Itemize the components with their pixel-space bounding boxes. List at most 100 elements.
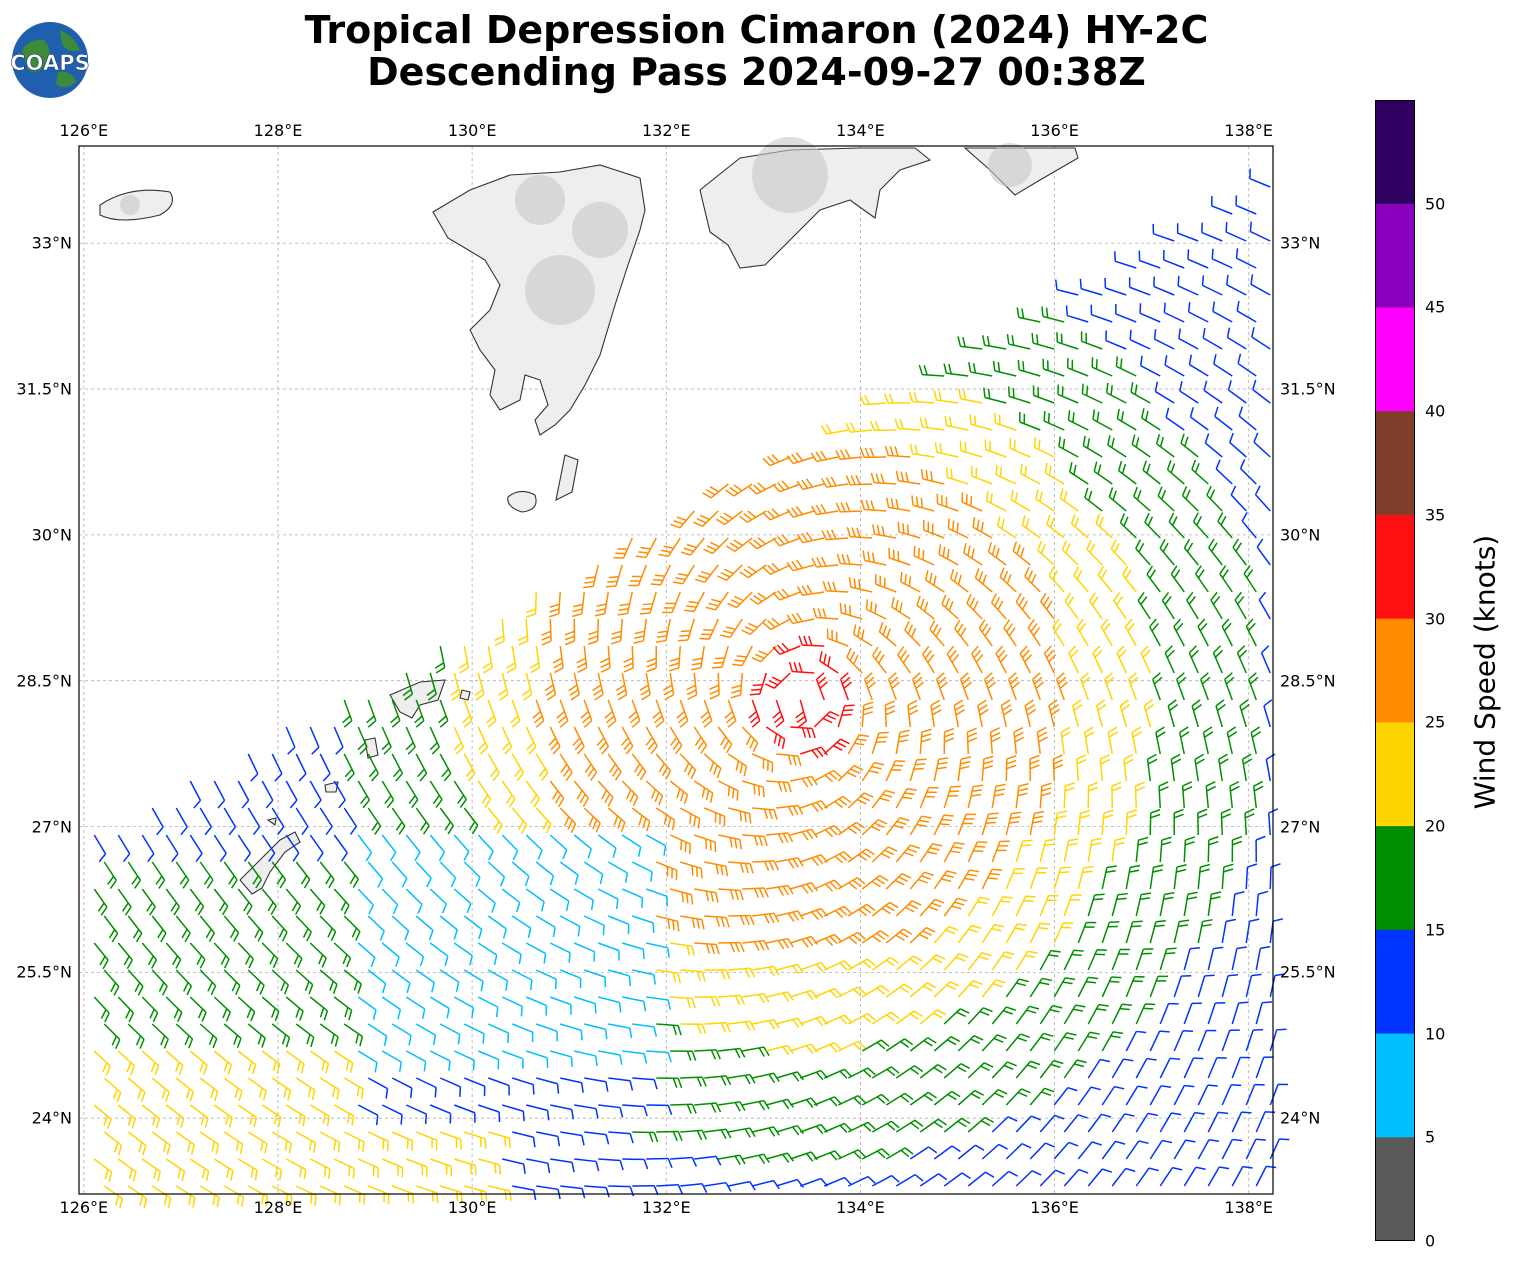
wind-barb [453, 726, 465, 755]
wind-barb [837, 986, 866, 998]
wind-barb [693, 510, 719, 527]
wind-barb [478, 1104, 501, 1123]
wind-barb [1155, 726, 1166, 755]
wind-barb [694, 564, 719, 584]
wind-barb [333, 1050, 354, 1073]
wind-barb [650, 564, 671, 586]
wind-barb [574, 1158, 600, 1172]
wind-barb [93, 942, 109, 970]
wind-barb [742, 780, 765, 798]
wind-barb [871, 956, 900, 971]
map-frame [78, 145, 1274, 1195]
wind-barb [861, 930, 890, 944]
wind-barb [922, 520, 945, 539]
wind-barb [1039, 894, 1059, 917]
wind-barb [237, 780, 250, 809]
wind-barb [680, 1023, 707, 1034]
wind-barb [453, 942, 474, 966]
wind-barb [909, 758, 927, 782]
wind-barb [599, 645, 611, 673]
wind-barb [487, 1023, 510, 1043]
wind-barb [632, 915, 655, 933]
wind-barb [1183, 1111, 1205, 1133]
wind-barb [117, 1104, 136, 1129]
wind-barb [549, 996, 572, 1015]
wind-barb [1060, 726, 1071, 755]
wind-barb [790, 828, 818, 841]
wind-barb [762, 562, 791, 576]
wind-barb [1201, 275, 1223, 296]
wind-barb [1015, 1170, 1042, 1187]
wind-barb [1005, 978, 1029, 998]
wind-barb [1005, 867, 1025, 890]
wind-barb [1245, 918, 1260, 944]
wind-barb [981, 868, 1003, 890]
wind-barb [919, 898, 945, 917]
wind-barb [981, 812, 999, 836]
wind-barb [381, 996, 402, 1020]
wind-barb [285, 888, 302, 915]
wind-barb [597, 780, 614, 807]
wind-barb [1207, 946, 1224, 971]
wind-barb [1005, 811, 1022, 836]
wind-barb [646, 1157, 673, 1169]
wind-barb [511, 915, 532, 938]
wind-barb [891, 597, 911, 620]
wind-barb [969, 414, 993, 431]
wind-barb [967, 784, 984, 809]
wind-barb [1015, 1005, 1040, 1025]
wind-barb [909, 1037, 937, 1052]
wind-barb [957, 1035, 984, 1052]
wind-barb [835, 449, 863, 461]
wind-barb [1139, 303, 1161, 323]
wind-barb [766, 1152, 794, 1163]
wind-barb [1133, 486, 1151, 512]
wind-barb [656, 969, 681, 984]
wind-barb [1016, 307, 1041, 323]
wind-barb [521, 672, 533, 701]
wind-barb [103, 1023, 121, 1049]
wind-barb [309, 726, 320, 755]
wind-barb [199, 807, 212, 836]
wind-barb [1107, 726, 1119, 755]
wind-barb [1231, 1165, 1253, 1187]
wind-barb [933, 1090, 961, 1106]
wind-barb [1010, 489, 1031, 512]
wind-barb [718, 888, 744, 901]
wind-barb [847, 848, 875, 863]
wind-barb [826, 628, 849, 647]
wind-barb [982, 335, 1007, 350]
wind-barb [919, 728, 932, 755]
lat-tick-left: 28.5°N [16, 671, 72, 691]
wind-barb [439, 969, 460, 992]
wind-barb [762, 454, 791, 467]
wind-barb [1137, 592, 1151, 620]
wind-barb [343, 753, 355, 782]
wind-barb [810, 450, 839, 463]
wind-barb [631, 807, 651, 832]
wind-barb [1031, 333, 1055, 350]
wind-barb [261, 780, 274, 809]
wind-barb [1213, 354, 1233, 377]
wind-barb [1135, 1167, 1159, 1187]
wind-barb [526, 1104, 550, 1121]
wind-barb [895, 470, 921, 485]
wind-barb [488, 1077, 510, 1096]
wind-barb [285, 1050, 305, 1074]
wind-barb [1208, 538, 1223, 566]
wind-barb [943, 1172, 971, 1187]
wind-barb [908, 391, 935, 404]
wind-barb [887, 672, 901, 701]
wind-barb [1101, 921, 1120, 944]
wind-barb [1245, 1083, 1265, 1106]
wind-barb [199, 1023, 218, 1049]
wind-barb [1255, 1165, 1277, 1187]
wind-barb [453, 996, 475, 1018]
wind-barb [1039, 1169, 1065, 1187]
wind-barb [1063, 949, 1084, 971]
wind-barb [752, 807, 778, 820]
wind-barb [560, 1185, 586, 1199]
wind-barb [488, 1131, 511, 1149]
wind-barb [237, 834, 252, 862]
